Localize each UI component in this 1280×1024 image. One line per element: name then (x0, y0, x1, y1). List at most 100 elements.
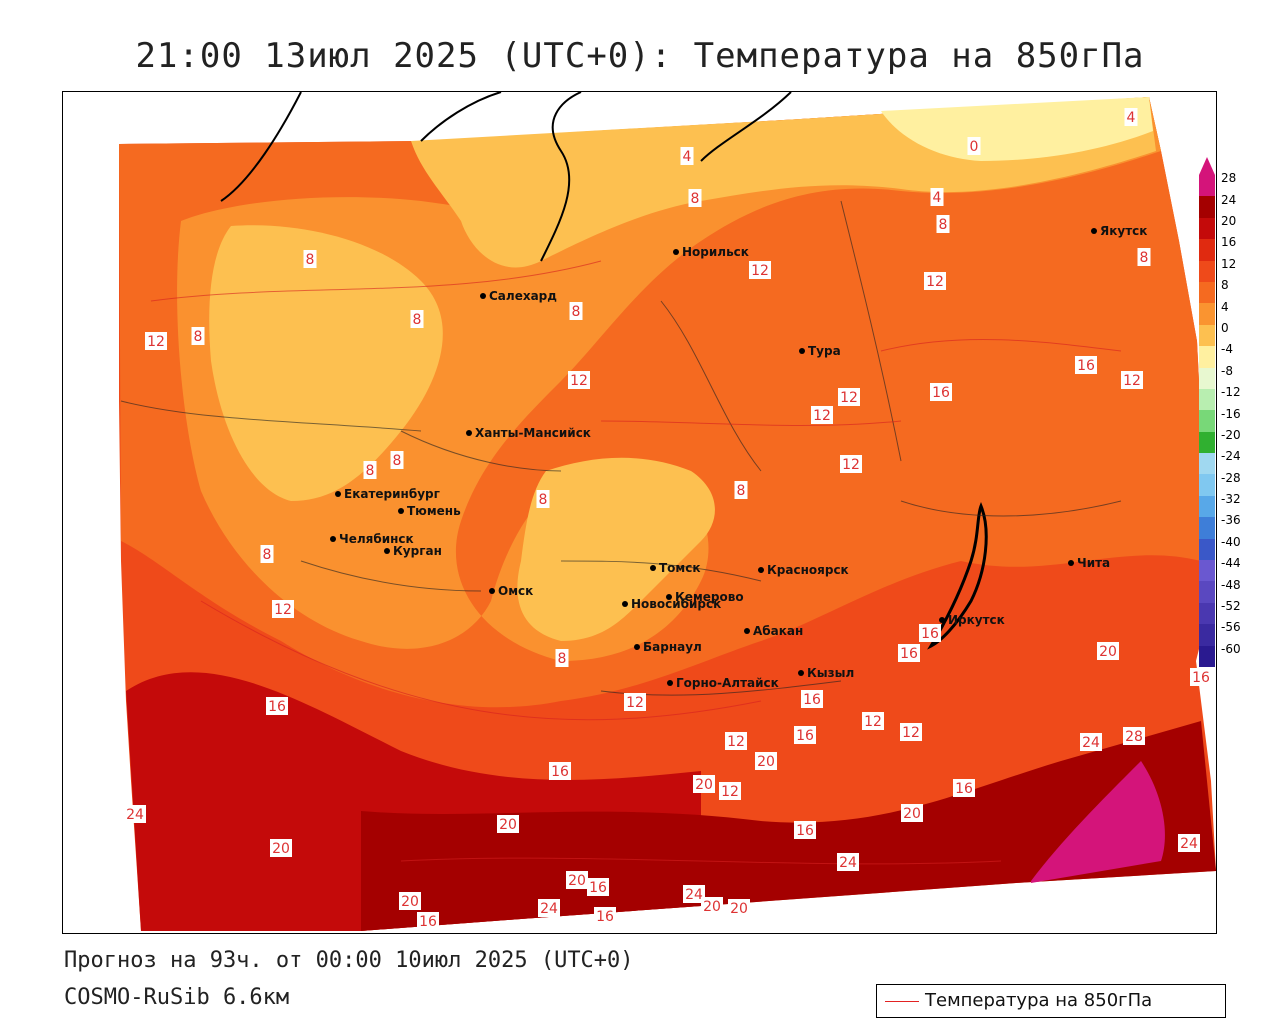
colorbar-segment (1199, 453, 1215, 475)
colorbar-tick-label: -12 (1221, 385, 1241, 400)
isotherm-label: 12 (842, 457, 860, 473)
isotherm-label-bg (693, 775, 715, 793)
colorbar-tick-label: 20 (1221, 213, 1237, 228)
city-marker (667, 680, 673, 686)
isotherm-label: 24 (685, 887, 703, 903)
colorbar-segment (1199, 388, 1215, 411)
isotherm-label-bg (399, 892, 421, 910)
isotherm-label-bg (538, 899, 560, 917)
isotherm-label-bg (1097, 642, 1119, 660)
isotherm-label: 8 (263, 547, 272, 563)
isotherm-label-bg (568, 371, 590, 389)
isotherm-label: 16 (1192, 670, 1210, 686)
colorbar-segment (1199, 645, 1215, 667)
isotherm-label-layer: 4 0 4 8 4 8 8 12 12 8 8 8 12 8 12 16 12 16 12 12 8 8 12 8 8 8 12 16… (124, 108, 1212, 930)
city-marker (666, 594, 672, 600)
city-label: Горно-Алтайск (676, 676, 779, 690)
city-label: Курган (393, 544, 442, 558)
isotherm-label: 8 (366, 463, 375, 479)
colorbar-segment (1199, 495, 1215, 518)
mild-zone-8 (177, 97, 1161, 661)
isotherm-label: 20 (695, 777, 713, 793)
cool-zone-4 (209, 225, 443, 501)
isotherm-label-bg (270, 839, 292, 857)
isotherm-label-bg (719, 782, 741, 800)
city-marker (1068, 560, 1074, 566)
city-marker (744, 628, 750, 634)
isotherm-label-bg (838, 388, 860, 406)
isotherm-label-bg (272, 600, 294, 618)
isotherm-label: 16 (796, 823, 814, 839)
city-marker (798, 670, 804, 676)
isotherm-label: 8 (691, 191, 700, 207)
isotherm-label-bg (688, 189, 702, 207)
isotherm-label-bg (801, 690, 823, 708)
forecast-info: Прогноз на 93ч. от 00:00 10июл 2025 (UTC… (64, 948, 634, 973)
colorbar-tick-label: -4 (1221, 342, 1233, 357)
isotherm-label-bg (266, 697, 288, 715)
isotherm-label-bg (536, 490, 550, 508)
city-label: Екатеринбург (344, 487, 440, 501)
isotherm-label-bg (901, 804, 923, 822)
isotherm-label: 12 (864, 714, 882, 730)
isotherm-label: 8 (1140, 250, 1149, 266)
isotherm-label-bg (587, 878, 609, 896)
isotherm-label-bg (734, 481, 748, 499)
isotherm-label-bg (919, 624, 941, 642)
isotherm-label: 12 (626, 695, 644, 711)
city-label: Челябинск (339, 532, 414, 546)
isotherm-label-bg (680, 147, 694, 165)
isotherm-label: 8 (306, 252, 315, 268)
isotherm-label-bg (363, 461, 377, 479)
colorbar-segment (1199, 217, 1215, 240)
isotherm-label: 8 (539, 492, 548, 508)
isotherm-label: 20 (730, 901, 748, 917)
colorbar-tick-label: 12 (1221, 256, 1237, 271)
city-label: Кемерово (675, 590, 744, 604)
map-title: 21:00 13июл 2025 (UTC+0): Температура на… (135, 36, 1145, 76)
isotherm-label-bg (967, 137, 981, 155)
city-marker (330, 536, 336, 542)
colorbar-segment (1199, 538, 1215, 561)
isotherm-label: 8 (558, 651, 567, 667)
colorbar-segment (1199, 474, 1215, 496)
isotherm-label: 24 (839, 855, 857, 871)
isotherm-label-bg (1075, 356, 1097, 374)
city-label: Тюмень (407, 504, 461, 518)
isotherm-label: 20 (703, 899, 721, 915)
isotherm-label-bg (390, 451, 404, 469)
city-marker (384, 548, 390, 554)
colorbar-segment (1199, 367, 1215, 389)
colorbar-tick-label: -8 (1221, 363, 1233, 378)
city-layer: Норильск Якутск Салехард Тура Ханты-Мансийск… (330, 224, 1147, 690)
city-label: Омск (498, 584, 533, 598)
isotherm-label-bg (124, 805, 146, 823)
city-label: Салехард (489, 289, 557, 303)
city-label: Абакан (753, 624, 803, 638)
cool-zone-central (517, 457, 715, 641)
city-label: Норильск (682, 245, 749, 259)
isotherm-label: 16 (955, 781, 973, 797)
colorbar-segment (1199, 260, 1215, 282)
isotherm-label-bg (840, 455, 862, 473)
colorbar-segment (1199, 346, 1215, 368)
isotherm-label: 16 (900, 646, 918, 662)
isotherm-label-bg (1137, 248, 1151, 266)
city-marker (335, 491, 341, 497)
city-label: Ханты-Мансийск (475, 426, 591, 440)
colorbar-tick-label: -36 (1221, 513, 1241, 528)
colorbar-segment (1199, 281, 1215, 304)
model-name: COSMO-RuSib 6.6км (64, 985, 290, 1010)
isotherm-label-bg (930, 188, 944, 206)
isotherm-label-bg (417, 912, 439, 930)
isotherm-label-bg (1178, 834, 1200, 852)
isotherm-label: 20 (272, 841, 290, 857)
isotherm-label-bg (900, 723, 922, 741)
temperature-map: 4 0 4 8 4 8 8 12 12 8 8 8 12 8 12 16 12 16 12 12 8 8 12 8 8 8 12 16… (63, 92, 1216, 933)
city-marker (489, 588, 495, 594)
isotherm-label: 16 (551, 764, 569, 780)
isotherm-label: 12 (721, 784, 739, 800)
isotherm-label: 0 (970, 139, 979, 155)
city-marker (634, 644, 640, 650)
isotherm-label: 20 (903, 806, 921, 822)
